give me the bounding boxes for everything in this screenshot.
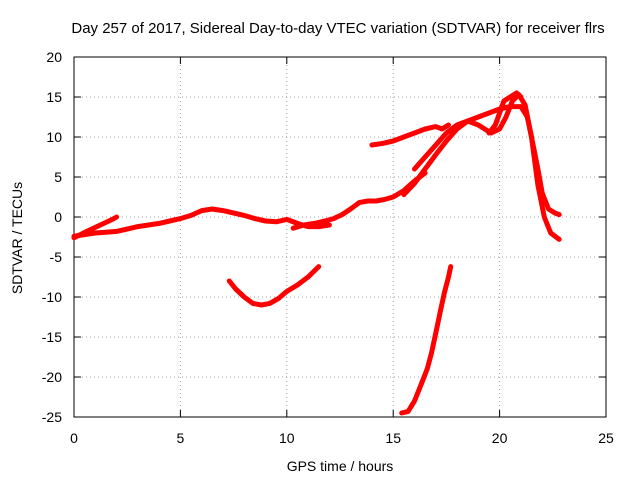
series-line-pass-7 <box>486 90 524 136</box>
y-tick-label: -5 <box>50 249 63 265</box>
y-tick-label: 5 <box>54 169 62 185</box>
x-tick-label: 5 <box>177 430 185 446</box>
series-line-pass-3 <box>290 170 428 231</box>
x-tick-labels: 0 5 10 15 20 25 <box>70 430 614 446</box>
axis-ticks <box>73 56 607 418</box>
x-tick-label: 25 <box>598 430 614 446</box>
x-tick-label: 0 <box>70 430 78 446</box>
y-axis-label: SDTVAR / TECUs <box>9 182 25 294</box>
x-axis-label: GPS time / hours <box>287 458 394 474</box>
y-tick-label: -25 <box>42 409 62 425</box>
series-line-pass-5 <box>369 122 451 148</box>
series-line-pass-2 <box>71 206 332 239</box>
y-tick-label: -10 <box>42 289 62 305</box>
series-line-pass-6 <box>412 92 562 242</box>
y-tick-label: -15 <box>42 329 62 345</box>
x-tick-label: 15 <box>385 430 401 446</box>
y-tick-label: 15 <box>46 89 62 105</box>
y-tick-label: -20 <box>42 369 62 385</box>
grid <box>74 57 606 417</box>
series-line-pass-9 <box>399 264 454 416</box>
series-layer <box>71 90 562 416</box>
chart-title: Day 257 of 2017, Sidereal Day-to-day VTE… <box>71 20 604 37</box>
series-line-pass-8 <box>226 264 322 308</box>
x-tick-label: 10 <box>279 430 295 446</box>
y-tick-label: 0 <box>54 209 62 225</box>
y-tick-labels: -25 -20 -15 -10 -5 0 5 10 15 20 <box>42 49 62 425</box>
y-tick-label: 20 <box>46 49 62 65</box>
y-tick-label: 10 <box>46 129 62 145</box>
x-tick-label: 20 <box>492 430 508 446</box>
